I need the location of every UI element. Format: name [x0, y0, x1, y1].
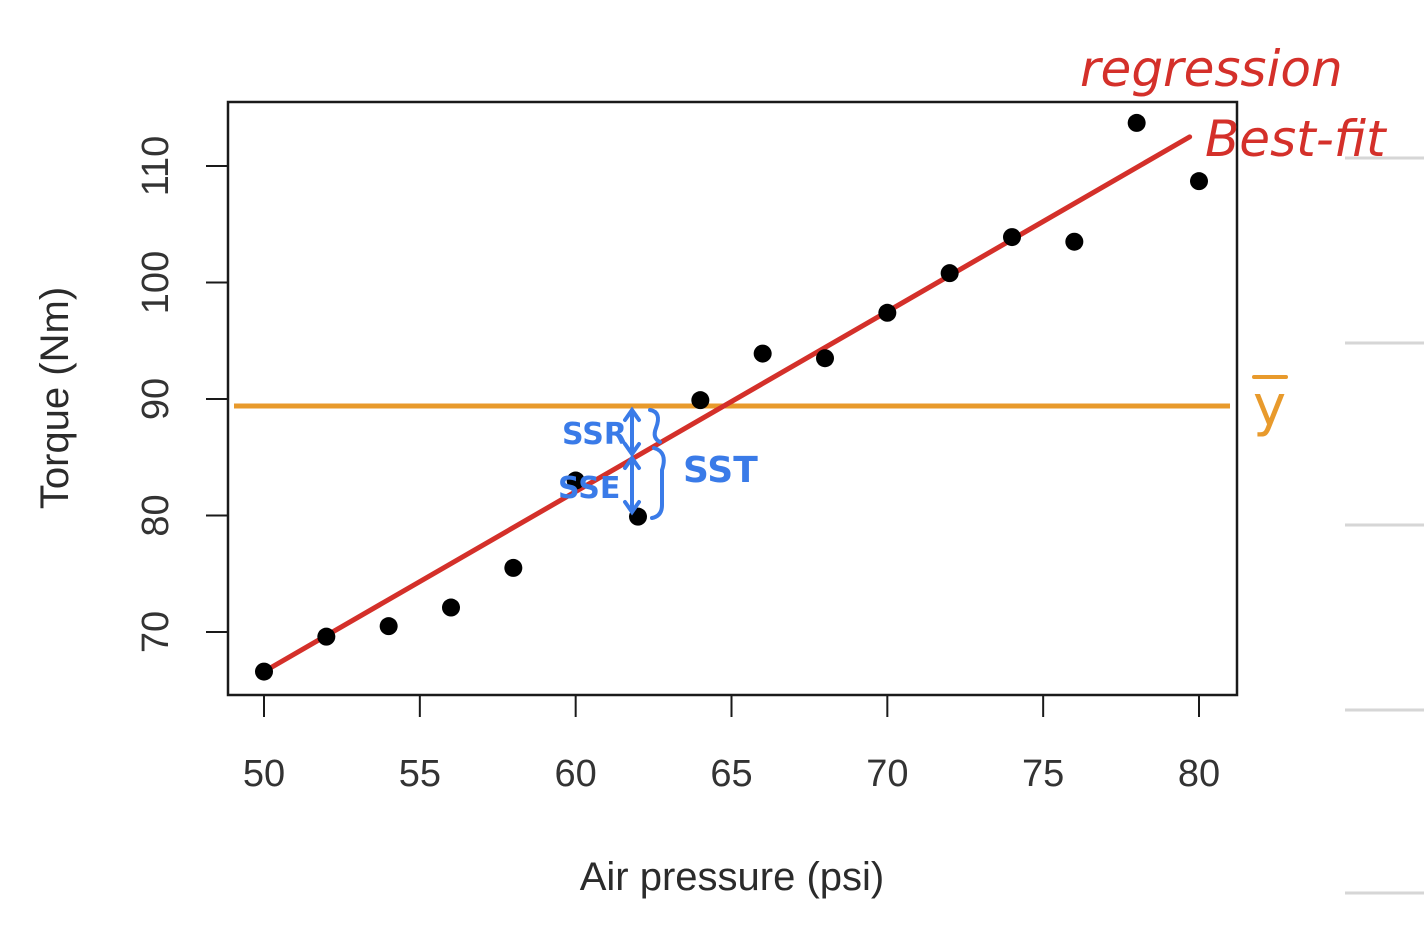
data-point	[317, 627, 336, 646]
regression-annotation: regression	[1080, 40, 1343, 98]
x-tick-label: 70	[866, 753, 908, 795]
y-bar-label: y	[1253, 374, 1286, 439]
data-point	[878, 303, 897, 322]
data-point	[504, 558, 523, 577]
sse-label: SSE	[558, 471, 620, 506]
data-point	[940, 264, 959, 283]
data-point	[1190, 172, 1208, 191]
data-point	[816, 349, 834, 368]
data-point	[1127, 113, 1146, 132]
data-point	[255, 662, 273, 681]
data-points	[255, 113, 1208, 681]
y-tick-label: 90	[135, 378, 177, 420]
data-point	[379, 617, 398, 636]
x-tick-label: 60	[555, 753, 597, 795]
y-tick-label: 80	[135, 494, 177, 536]
x-tick-label: 50	[243, 753, 285, 795]
sst-label: SST	[683, 450, 758, 491]
x-tick-label: 65	[710, 753, 752, 795]
regression-line	[261, 134, 1193, 675]
ssr-label: SSR	[562, 417, 627, 452]
notebook-lines	[1345, 156, 1424, 895]
y-tick-label: 100	[135, 251, 177, 314]
x-tick-label: 55	[399, 753, 441, 795]
x-axis: 50 55 60 65 70 75 80	[243, 694, 1220, 795]
x-tick-label: 80	[1178, 753, 1220, 795]
data-point	[566, 471, 585, 490]
y-tick-label: 110	[135, 136, 177, 197]
data-point	[691, 391, 710, 410]
data-point	[753, 344, 772, 363]
data-point	[1065, 232, 1084, 251]
x-axis-title: Air pressure (psi)	[580, 855, 885, 899]
ss-annotations	[623, 406, 666, 520]
y-bar-annotation: y	[1252, 374, 1288, 439]
y-axis: 70 80 90 100 110	[135, 136, 229, 653]
y-axis-title: Torque (Nm)	[33, 287, 77, 509]
best-fit-annotation: Best-fit	[1205, 110, 1388, 168]
data-point	[1003, 228, 1021, 247]
y-tick-label: 70	[135, 611, 177, 653]
data-point	[442, 598, 460, 617]
x-tick-label: 75	[1022, 753, 1064, 795]
